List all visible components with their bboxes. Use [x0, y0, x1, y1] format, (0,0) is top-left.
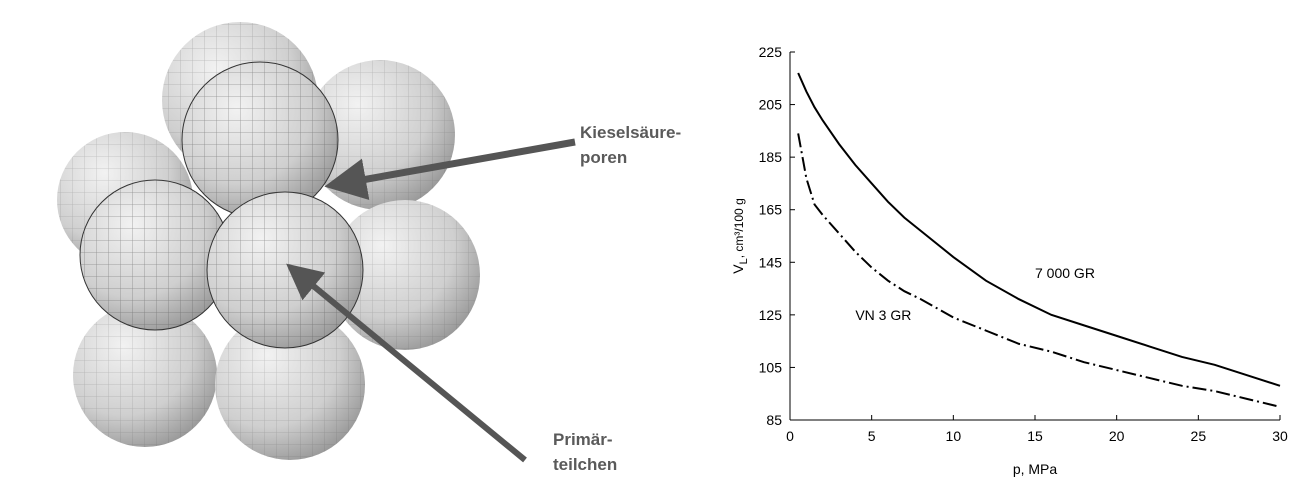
- label: Primär-: [553, 430, 613, 449]
- arrow: [286, 263, 527, 463]
- sphere: [79, 179, 231, 331]
- x-tick-label: 15: [1027, 428, 1043, 444]
- y-tick-label: 165: [759, 202, 783, 218]
- label: poren: [580, 148, 627, 167]
- y-label-sub: L: [738, 258, 750, 264]
- sphere: [73, 303, 217, 447]
- label: teilchen: [553, 455, 617, 474]
- x-tick-label: 20: [1109, 428, 1125, 444]
- y-tick-label: 105: [759, 359, 783, 375]
- y-tick-label: 185: [759, 149, 783, 165]
- y-tick-label: 125: [759, 307, 783, 323]
- y-label-main: V: [730, 264, 746, 274]
- sphere: [330, 200, 480, 350]
- label: Kieselsäure-: [580, 123, 681, 142]
- x-tick-label: 10: [946, 428, 962, 444]
- sphere: [215, 310, 365, 460]
- y-tick-label: 205: [759, 97, 783, 113]
- arrow: [324, 138, 576, 200]
- series-line: [797, 133, 1281, 408]
- x-tick-label: 25: [1191, 428, 1207, 444]
- series-label: 7 000 GR: [1035, 265, 1095, 281]
- y-label-unit: , cm³/100 g: [732, 198, 746, 258]
- x-tick-label: 5: [868, 428, 876, 444]
- series-label: VN 3 GR: [855, 307, 911, 323]
- x-tick-label: 30: [1272, 428, 1288, 444]
- x-tick-label: 0: [786, 428, 794, 444]
- sphere-illustration: Kieselsäure- poren Primär- teilchen: [57, 22, 681, 474]
- sphere: [181, 61, 339, 219]
- y-tick-label: 145: [759, 254, 783, 270]
- y-axis-label: VL, cm³/100 g: [730, 198, 750, 274]
- x-axis-label: p, MPa: [1013, 461, 1058, 477]
- series-line: [797, 72, 1281, 387]
- y-tick-label: 85: [766, 412, 782, 428]
- sphere: [206, 191, 364, 349]
- y-tick-label: 225: [759, 44, 783, 60]
